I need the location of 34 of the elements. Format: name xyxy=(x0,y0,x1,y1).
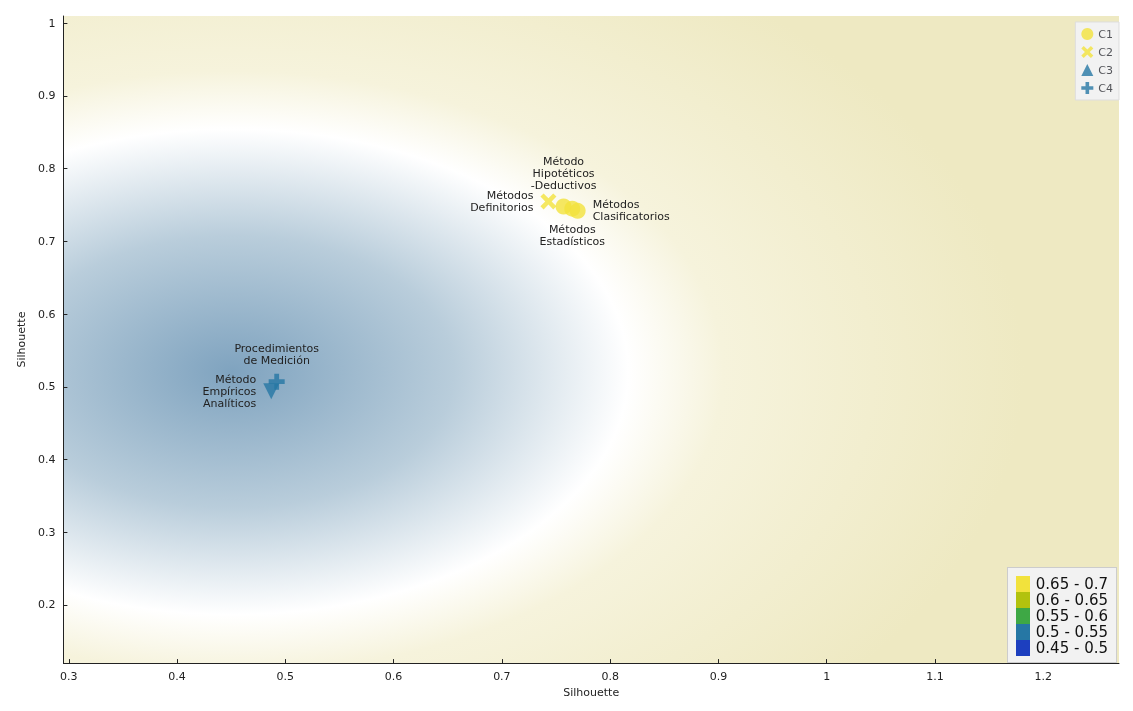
x-tick-label: 0.5 xyxy=(276,670,295,684)
y-tick-label: 0.5 xyxy=(37,380,56,394)
annotation: 0.55 - 0.6 xyxy=(1035,607,1108,625)
annotation: Método Empíricos Analíticos xyxy=(202,372,257,410)
annotation: Procedimientos de Medición xyxy=(234,342,320,368)
y-tick-label: 0.2 xyxy=(37,598,56,612)
y-tick-label: 0.8 xyxy=(37,162,56,176)
annotation: 0.5 - 0.55 xyxy=(1035,623,1108,641)
annotation: Métodos Clasificatorios xyxy=(592,198,670,224)
annotation: 0.6 - 0.65 xyxy=(1035,591,1108,609)
x-tick-label: 0.9 xyxy=(709,670,728,684)
annotation: 0.45 - 0.5 xyxy=(1035,639,1108,657)
y-tick-label: 0.6 xyxy=(37,307,56,321)
y-tick-label: 0.9 xyxy=(37,89,56,103)
x-tick-label: 1 xyxy=(823,670,831,684)
y-tick-label: 0.4 xyxy=(37,453,56,467)
legend-label: C3 xyxy=(1098,63,1114,77)
x-tick-label: 1.1 xyxy=(926,670,944,684)
y-tick-label: 0.3 xyxy=(37,525,56,539)
legend-label: C2 xyxy=(1098,45,1114,59)
y-axis-title: Silhouette xyxy=(15,311,28,368)
x-axis-title: Silhouette xyxy=(563,686,620,699)
annotation: Métodos Estadísticos xyxy=(539,223,606,249)
y-tick-label: 0.7 xyxy=(37,234,56,248)
legend-label: C1 xyxy=(1098,27,1114,41)
x-tick-label: 0.4 xyxy=(168,670,186,684)
x-tick-label: 0.8 xyxy=(601,670,619,684)
x-tick-label: 0.6 xyxy=(384,670,403,684)
legend-label: C4 xyxy=(1098,81,1114,95)
annotation: 0.65 - 0.7 xyxy=(1035,575,1108,593)
x-tick-label: 1.2 xyxy=(1034,670,1052,684)
x-tick-label: 0.3 xyxy=(60,670,78,684)
x-tick-label: 0.7 xyxy=(493,670,511,684)
y-tick-label: 1 xyxy=(48,16,56,30)
